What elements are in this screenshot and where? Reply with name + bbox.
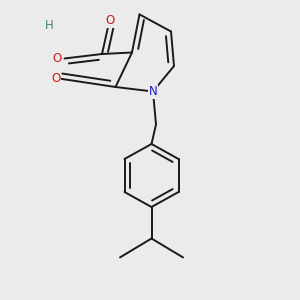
Text: O: O [105,14,114,27]
Text: N: N [148,85,158,98]
Text: O: O [52,52,62,65]
Text: H: H [45,19,54,32]
Text: O: O [51,71,60,85]
